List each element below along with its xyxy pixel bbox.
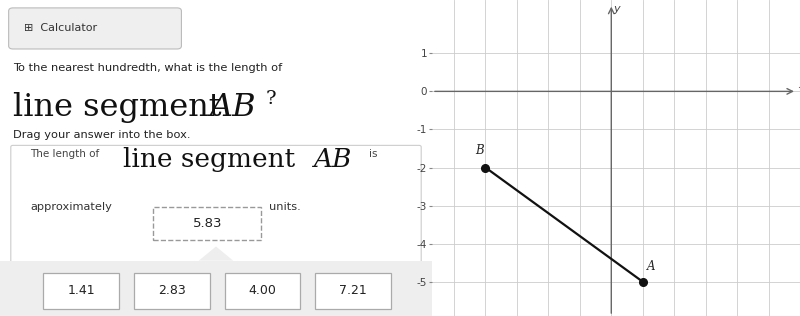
Text: 5.83: 5.83	[193, 217, 222, 230]
Text: 4.00: 4.00	[249, 284, 276, 297]
FancyBboxPatch shape	[154, 207, 262, 240]
Text: A: A	[646, 260, 655, 273]
Text: line segment: line segment	[13, 92, 232, 123]
Text: 7.21: 7.21	[339, 284, 367, 297]
FancyBboxPatch shape	[9, 8, 182, 49]
FancyBboxPatch shape	[43, 273, 119, 309]
Polygon shape	[198, 246, 234, 261]
Text: x: x	[798, 80, 800, 89]
Text: To the nearest hundredth, what is the length of: To the nearest hundredth, what is the le…	[13, 63, 282, 73]
Text: AB: AB	[210, 92, 256, 123]
Text: approximately: approximately	[30, 202, 112, 212]
Text: AB: AB	[314, 147, 351, 172]
Text: is: is	[370, 149, 378, 159]
Text: ?: ?	[266, 90, 276, 108]
Text: 2.83: 2.83	[158, 284, 186, 297]
Bar	[0, 261, 432, 316]
Text: line segment: line segment	[123, 147, 304, 172]
FancyBboxPatch shape	[10, 145, 421, 292]
Text: y: y	[614, 4, 620, 14]
Text: ⊞  Calculator: ⊞ Calculator	[24, 23, 97, 33]
Text: B: B	[475, 144, 484, 157]
FancyBboxPatch shape	[134, 273, 210, 309]
FancyBboxPatch shape	[225, 273, 300, 309]
FancyBboxPatch shape	[315, 273, 391, 309]
Text: The length of: The length of	[30, 149, 99, 159]
Text: 1.41: 1.41	[67, 284, 95, 297]
Text: units.: units.	[269, 202, 301, 212]
Text: Drag your answer into the box.: Drag your answer into the box.	[13, 130, 190, 140]
